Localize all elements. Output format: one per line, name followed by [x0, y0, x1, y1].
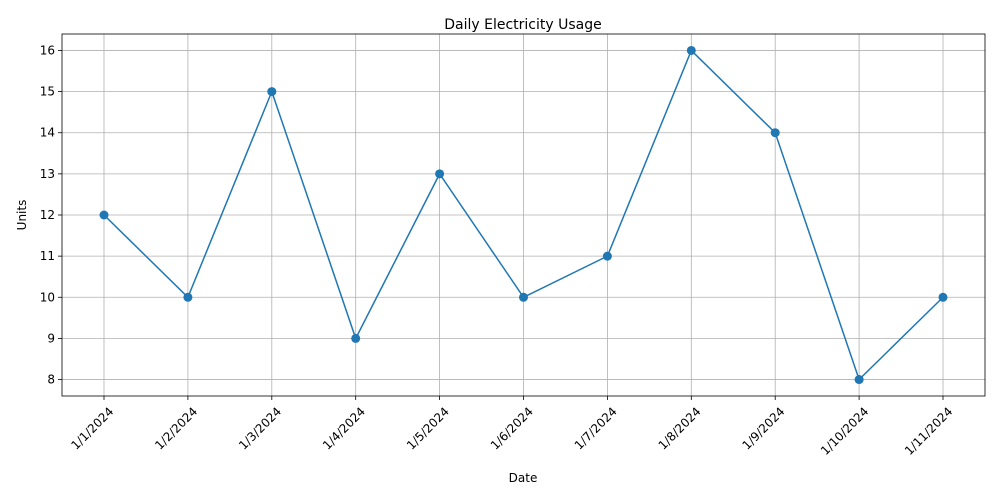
data-point: [938, 292, 948, 302]
data-point: [267, 87, 277, 97]
x-tick-label: 1/4/2024: [320, 404, 368, 452]
data-point: [770, 128, 780, 138]
y-tick-label: 12: [40, 208, 55, 222]
data-point: [183, 292, 193, 302]
x-tick-label: 1/10/2024: [818, 404, 871, 457]
y-axis: 8 9 10 11 12 13 14 15 16: [40, 43, 62, 387]
x-tick-label: 1/5/2024: [404, 404, 452, 452]
series: [99, 45, 948, 385]
y-tick-label: 13: [40, 167, 55, 181]
y-tick-label: 8: [47, 373, 55, 387]
x-tick-label: 1/9/2024: [740, 404, 788, 452]
y-axis-label: Units: [15, 200, 29, 231]
y-tick-label: 11: [40, 249, 55, 263]
x-tick-label: 1/11/2024: [902, 404, 955, 457]
x-tick-label: 1/1/2024: [68, 404, 116, 452]
x-tick-label: 1/3/2024: [236, 404, 284, 452]
y-tick-label: 16: [40, 43, 55, 57]
x-tick-label: 1/6/2024: [488, 404, 536, 452]
y-tick-label: 10: [40, 290, 55, 304]
data-point: [602, 251, 612, 261]
x-tick-label: 1/7/2024: [572, 404, 620, 452]
data-point: [854, 375, 864, 385]
data-point: [686, 45, 696, 55]
x-tick-label: 1/8/2024: [656, 404, 704, 452]
x-axis: 1/1/2024 1/2/2024 1/3/2024 1/4/2024 1/5/2024…: [68, 396, 955, 458]
chart-title: Daily Electricity Usage: [444, 17, 602, 33]
y-tick-label: 9: [47, 331, 55, 345]
x-tick-label: 1/2/2024: [152, 404, 200, 452]
x-axis-label: Date: [509, 471, 538, 485]
y-tick-label: 15: [40, 85, 55, 99]
y-tick-label: 14: [40, 126, 55, 140]
data-point: [519, 292, 528, 302]
data-point: [351, 333, 361, 343]
data-point: [435, 169, 445, 179]
data-point: [99, 210, 109, 220]
